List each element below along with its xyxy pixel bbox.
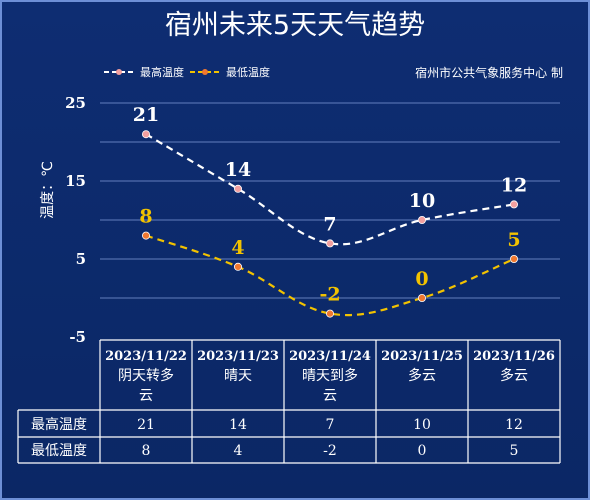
series-low: 8 4 -2 0 5 (139, 206, 521, 318)
series-high: 21 14 7 10 12 (133, 104, 527, 248)
point-low (325, 309, 334, 318)
table-weather: 阴天转多 (118, 367, 174, 384)
source-credit: 宿州市公共气象服务中心 制 (415, 65, 563, 80)
data-label-high: 10 (409, 190, 435, 212)
data-label-high: 21 (133, 104, 159, 126)
series-line-high (145, 133, 515, 246)
data-label-low: 4 (231, 237, 244, 259)
table-value-low: -2 (323, 443, 337, 459)
table-weather: 多云 (500, 367, 528, 384)
table-value-high: 12 (505, 417, 523, 433)
legend-label-low: 最低温度 (226, 65, 270, 79)
legend-item-high: 最高温度 (104, 65, 184, 79)
y-tick-label: -5 (69, 328, 86, 346)
point-low (233, 262, 242, 271)
table-date: 2023/11/25 (381, 349, 463, 364)
table-date: 2023/11/22 (105, 349, 187, 364)
legend-item-low: 最低温度 (190, 65, 270, 79)
table-date: 2023/11/23 (197, 349, 279, 364)
legend-marker-low (202, 69, 208, 75)
y-tick-label: 5 (76, 250, 86, 268)
table-date: 2023/11/26 (473, 349, 555, 364)
data-label-high: 7 (323, 213, 336, 235)
point-high (325, 239, 334, 248)
table-weather: 云 (139, 388, 153, 404)
point-high (417, 215, 426, 224)
legend-marker-high (116, 69, 122, 75)
data-label-low: 0 (415, 268, 428, 290)
point-high (233, 184, 242, 193)
data-label-low: 5 (507, 229, 520, 251)
table-value-high: 14 (229, 417, 247, 433)
table-value-high: 21 (137, 417, 155, 433)
data-label-low: -2 (319, 284, 340, 306)
table-weather: 云 (323, 388, 337, 404)
table-date: 2023/11/24 (289, 349, 371, 364)
row-header-high: 最高温度 (31, 416, 87, 433)
table-weather: 晴天到多 (302, 367, 358, 384)
table-value-low: 8 (142, 443, 151, 459)
data-label-high: 14 (225, 159, 251, 181)
y-axis-label: 温度：℃ (40, 161, 56, 219)
table-value-high: 10 (413, 417, 431, 433)
table-value-low: 0 (418, 443, 427, 459)
point-high (509, 200, 518, 209)
table-value-low: 4 (234, 443, 243, 459)
y-tick-label: 15 (65, 172, 86, 190)
point-low (417, 293, 426, 302)
table-weather: 多云 (408, 367, 436, 384)
legend: 最高温度 最低温度 (104, 65, 270, 79)
table-value-low: 5 (510, 443, 519, 459)
y-tick-label: 25 (65, 94, 86, 112)
row-header-low: 最低温度 (31, 443, 87, 459)
table-value-high: 7 (326, 417, 335, 433)
point-low (509, 254, 518, 263)
legend-label-high: 最高温度 (140, 65, 184, 79)
data-label-low: 8 (139, 206, 152, 228)
y-tick-labels: 25 15 5 -5 (65, 94, 86, 346)
grid-lines (100, 102, 560, 299)
table-weather: 晴天 (224, 368, 252, 384)
chart-title: 宿州未来5天天气趋势 (165, 10, 425, 41)
point-low (141, 231, 150, 240)
data-label-high: 12 (501, 174, 527, 196)
point-high (141, 130, 150, 139)
